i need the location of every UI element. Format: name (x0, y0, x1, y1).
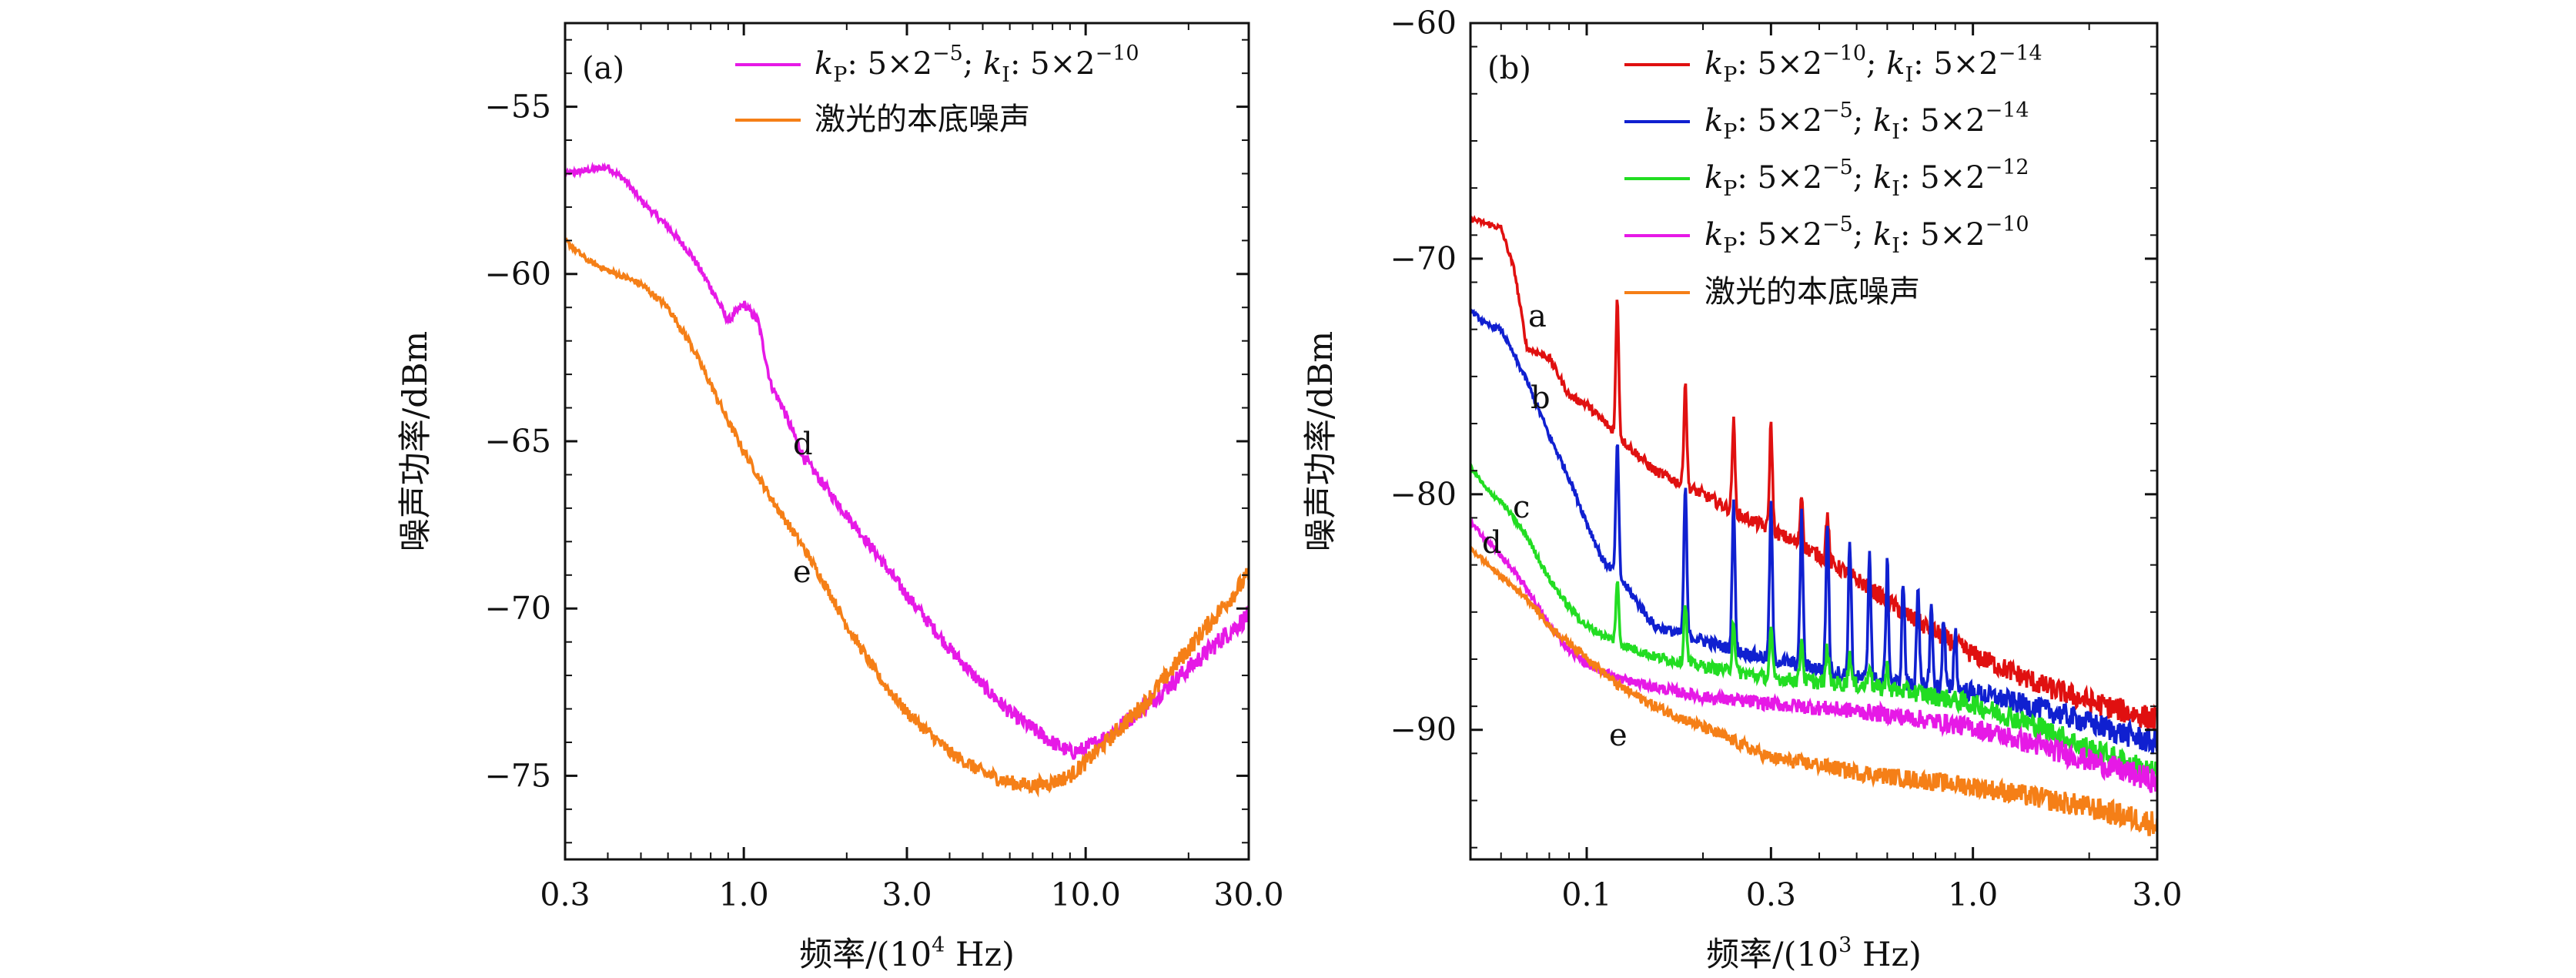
y-tick-label: −70 (1390, 240, 1457, 277)
plot-frame (564, 22, 1250, 861)
y-tick-label: −70 (484, 590, 551, 627)
plot-area (565, 162, 1249, 798)
series-line-c (1470, 463, 2157, 786)
x-tick-label: 1.0 (719, 876, 769, 913)
series-line-b (1470, 308, 2157, 755)
legend: kP: 5×2−10; kI: 5×2−14 kP: 5×2−5; kI: 5×2… (1624, 42, 2042, 310)
y-tick-label: −55 (484, 89, 551, 126)
y-axis-label: 噪声功率/dBm (396, 331, 435, 551)
legend-label: kP: 5×2−10; kI: 5×2−14 (1705, 42, 2042, 87)
curve-label-a: a (1528, 299, 1547, 334)
legend-label: 激光的本底噪声 (815, 102, 1030, 137)
panel-tag: (b) (1487, 51, 1531, 86)
x-axis-label: 频率/(103 Hz) (1706, 933, 1922, 974)
curve-label-d: d (1482, 525, 1502, 561)
x-tick-label: 1.0 (1948, 876, 1998, 913)
y-tick-label: −90 (1390, 712, 1457, 749)
series-line-d (1470, 517, 2157, 793)
plot-area (1470, 215, 2157, 836)
series-line-e (1470, 546, 2157, 836)
series-line-e (565, 237, 1249, 798)
curve-label-e: e (793, 554, 811, 590)
x-tick-label: 3.0 (2132, 876, 2182, 913)
curve-label-d: d (793, 427, 813, 462)
y-tick-label: −80 (1390, 476, 1457, 513)
legend-label: kP: 5×2−5; kI: 5×2−12 (1705, 156, 2029, 201)
curve-label-e: e (1609, 718, 1628, 753)
y-tick-label: −65 (484, 423, 551, 460)
legend-label: kP: 5×2−5; kI: 5×2−10 (815, 42, 1139, 87)
curve-label-b: b (1531, 380, 1551, 416)
curve-label-c: c (1513, 490, 1530, 525)
y-tick-label: −60 (1390, 5, 1457, 42)
series-line-d (565, 162, 1249, 760)
x-tick-label: 0.3 (540, 876, 590, 913)
x-axis-label: 频率/(104 Hz) (799, 933, 1015, 974)
legend-label: 激光的本底噪声 (1705, 274, 1920, 310)
x-tick-label: 3.0 (882, 876, 932, 913)
legend: kP: 5×2−5; kI: 5×2−10 激光的本底噪声 (735, 42, 1139, 137)
panel-b: 0.1 0.3 1.0 3.0 −60 −70 −80 −90 频率/(103 Hz) 噪声功率/… (1302, 5, 2183, 974)
y-tick-label: −75 (484, 757, 551, 794)
x-tick-label: 0.1 (1561, 876, 1611, 913)
x-tick-label: 30.0 (1213, 876, 1283, 913)
plot-frame (1469, 22, 2159, 861)
panel-a: 0.3 1.0 3.0 10.0 30.0 −55 −60 −65 −70 −75 频率/(104 … (396, 22, 1284, 974)
series-line-a (1470, 215, 2157, 730)
x-tick-label: 10.0 (1051, 876, 1121, 913)
legend-label: kP: 5×2−5; kI: 5×2−14 (1705, 99, 2029, 144)
x-tick-label: 0.3 (1746, 876, 1796, 913)
y-axis-label: 噪声功率/dBm (1302, 331, 1340, 551)
legend-label: kP: 5×2−5; kI: 5×2−10 (1705, 213, 2029, 258)
panel-tag: (a) (582, 51, 624, 86)
y-tick-label: −60 (484, 256, 551, 293)
